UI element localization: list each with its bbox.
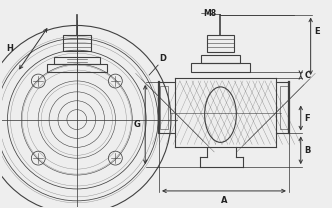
Bar [207, 35, 234, 52]
Text: B: B [305, 146, 311, 155]
Text: M8: M8 [204, 9, 217, 18]
Bar [280, 86, 288, 130]
Text: C: C [305, 71, 311, 79]
Bar [47, 64, 107, 72]
Text: D: D [159, 54, 166, 63]
Bar [191, 63, 250, 72]
Text: A: A [221, 196, 227, 205]
Bar [160, 86, 168, 130]
Text: H: H [7, 44, 13, 53]
Bar [54, 57, 100, 64]
Text: F: F [305, 114, 310, 123]
Bar [201, 55, 240, 63]
Text: G: G [133, 120, 140, 129]
Text: E: E [315, 27, 320, 36]
